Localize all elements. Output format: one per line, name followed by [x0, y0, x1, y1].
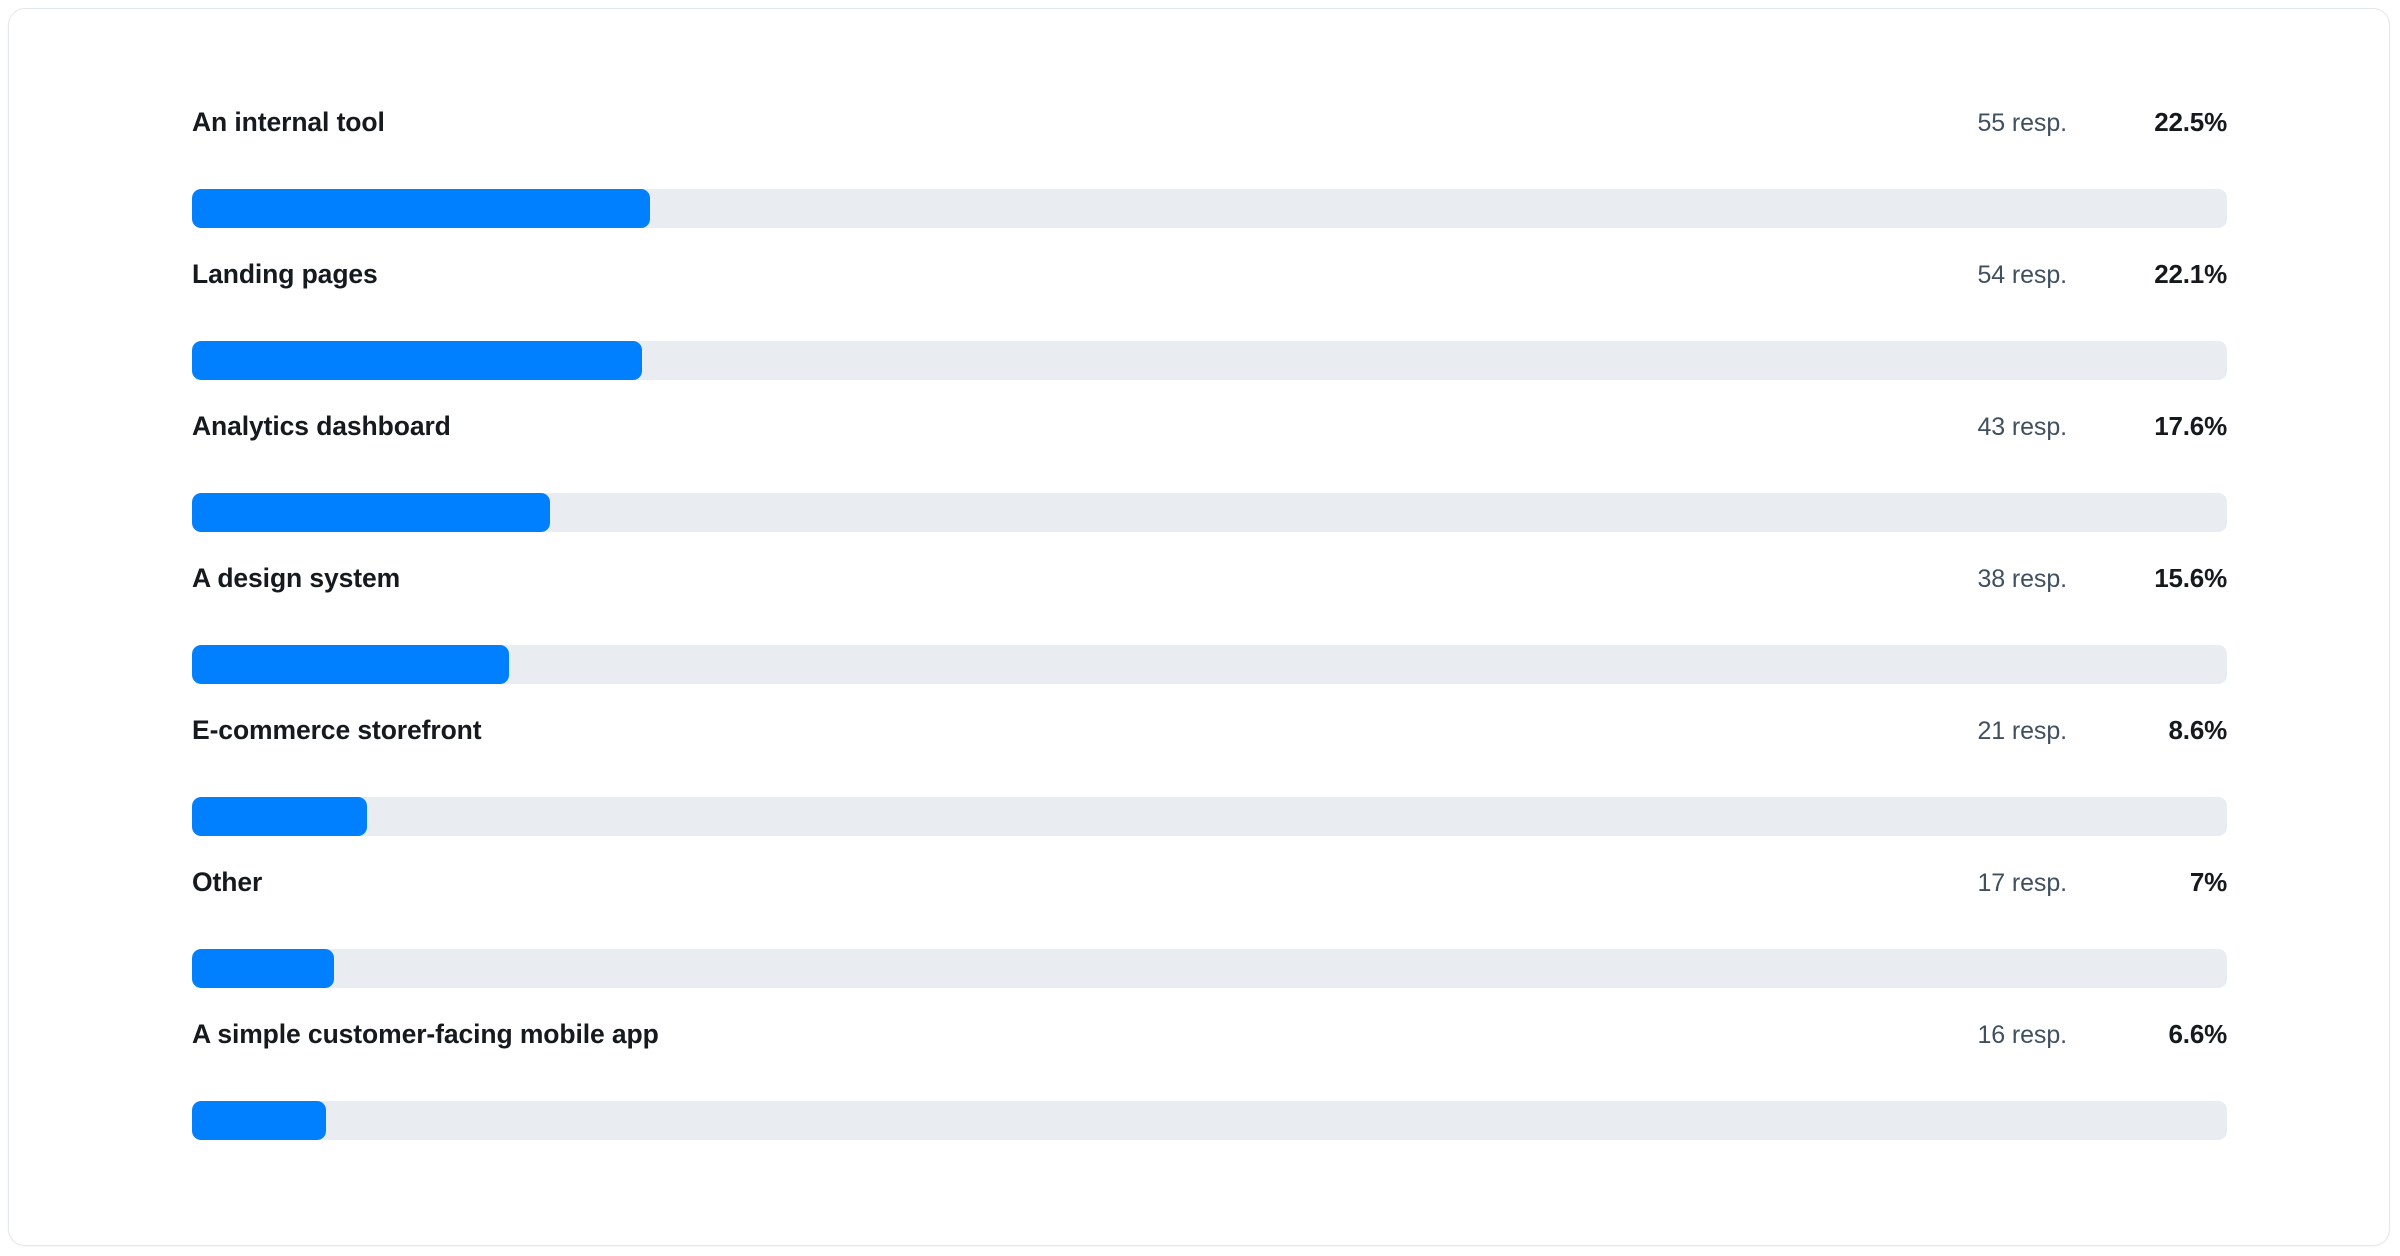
- result-bar-track: [192, 1101, 2227, 1140]
- result-bar-fill: [192, 189, 650, 228]
- result-bar-track: [192, 949, 2227, 988]
- result-row-header: A design system 38 resp. 15.6%: [192, 565, 2227, 611]
- result-row-header: Analytics dashboard 43 resp. 17.6%: [192, 413, 2227, 459]
- poll-results-list: An internal tool 55 resp. 22.5% Landing …: [192, 109, 2227, 1173]
- result-row-header: A simple customer-facing mobile app 16 r…: [192, 1021, 2227, 1067]
- result-bar-fill: [192, 341, 642, 380]
- result-row-stats: 17 resp. 7%: [1977, 869, 2227, 896]
- result-bar-track: [192, 189, 2227, 228]
- result-percentage: 22.1%: [2154, 259, 2227, 289]
- result-option-label: An internal tool: [192, 107, 385, 137]
- survey-results-card: An internal tool 55 resp. 22.5% Landing …: [8, 8, 2390, 1246]
- result-percentage: 17.6%: [2154, 411, 2227, 441]
- result-row-stats: 38 resp. 15.6%: [1977, 565, 2227, 592]
- result-percentage: 6.6%: [2168, 1019, 2228, 1049]
- result-response-count: 54 resp.: [1977, 261, 2067, 289]
- result-response-count: 17 resp.: [1977, 869, 2067, 897]
- poll-result-row-4[interactable]: E-commerce storefront 21 resp. 8.6%: [192, 717, 2227, 869]
- result-row-stats: 21 resp. 8.6%: [1977, 717, 2227, 744]
- result-bar-fill: [192, 797, 367, 836]
- poll-result-row-0[interactable]: An internal tool 55 resp. 22.5%: [192, 109, 2227, 261]
- result-row-stats: 43 resp. 17.6%: [1977, 413, 2227, 440]
- result-option-label: Analytics dashboard: [192, 411, 451, 441]
- result-row-header: Landing pages 54 resp. 22.1%: [192, 261, 2227, 307]
- result-bar-fill: [192, 1101, 327, 1140]
- result-percentage: 7%: [2189, 867, 2227, 897]
- result-option-label: A simple customer-facing mobile app: [192, 1019, 659, 1049]
- result-bar-track: [192, 341, 2227, 380]
- result-bar-track: [192, 645, 2227, 684]
- result-response-count: 21 resp.: [1977, 717, 2067, 745]
- poll-result-row-5[interactable]: Other 17 resp. 7%: [192, 869, 2227, 1021]
- result-response-count: 55 resp.: [1977, 109, 2067, 137]
- result-option-label: E-commerce storefront: [192, 715, 482, 745]
- result-bar-track: [192, 797, 2227, 836]
- poll-result-row-3[interactable]: A design system 38 resp. 15.6%: [192, 565, 2227, 717]
- result-response-count: 16 resp.: [1977, 1021, 2067, 1049]
- result-row-header: Other 17 resp. 7%: [192, 869, 2227, 915]
- result-percentage: 8.6%: [2168, 715, 2228, 745]
- result-bar-fill: [192, 493, 551, 532]
- result-option-label: Landing pages: [192, 259, 378, 289]
- result-row-stats: 16 resp. 6.6%: [1977, 1021, 2227, 1048]
- result-percentage: 15.6%: [2154, 563, 2227, 593]
- result-row-header: An internal tool 55 resp. 22.5%: [192, 109, 2227, 155]
- result-option-label: Other: [192, 867, 263, 897]
- poll-result-row-2[interactable]: Analytics dashboard 43 resp. 17.6%: [192, 413, 2227, 565]
- poll-result-row-1[interactable]: Landing pages 54 resp. 22.1%: [192, 261, 2227, 413]
- result-response-count: 43 resp.: [1977, 413, 2067, 441]
- result-option-label: A design system: [192, 563, 401, 593]
- result-bar-track: [192, 493, 2227, 532]
- result-row-stats: 54 resp. 22.1%: [1977, 261, 2227, 288]
- result-bar-fill: [192, 645, 510, 684]
- result-bar-fill: [192, 949, 335, 988]
- result-response-count: 38 resp.: [1977, 565, 2067, 593]
- result-row-header: E-commerce storefront 21 resp. 8.6%: [192, 717, 2227, 763]
- result-row-stats: 55 resp. 22.5%: [1977, 109, 2227, 136]
- poll-result-row-6[interactable]: A simple customer-facing mobile app 16 r…: [192, 1021, 2227, 1173]
- result-percentage: 22.5%: [2154, 107, 2227, 137]
